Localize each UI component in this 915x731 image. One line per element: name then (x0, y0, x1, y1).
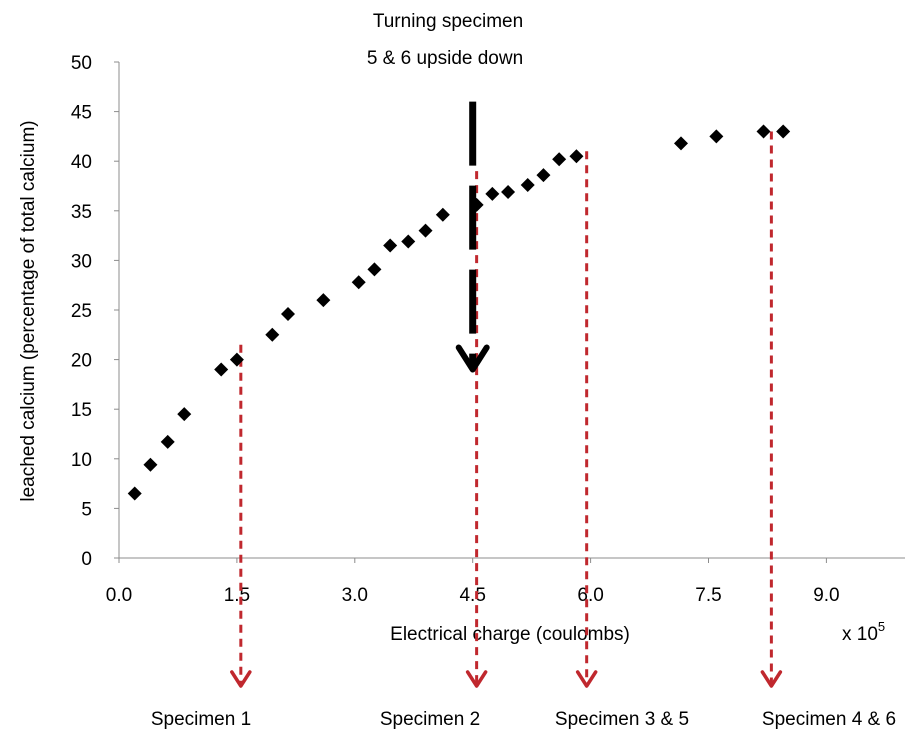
x-axis-multiplier-base: x 10 (842, 624, 878, 645)
specimen-label: Specimen 2 (380, 709, 480, 730)
y-tick-label: 20 (71, 351, 92, 372)
axes (118, 62, 905, 559)
y-tick-label: 45 (71, 103, 92, 124)
specimen-arrowhead (230, 670, 252, 688)
data-point (280, 306, 295, 321)
specimen-labels: Specimen 1 Specimen 2 Specimen 3 & 5 Specim… (151, 709, 896, 730)
x-tick-labels: 0.0 1.5 3.0 4.5 6.0 7.5 9.0 (106, 558, 840, 606)
specimen-arrowhead (575, 670, 598, 688)
annotation-line-2: 5 & 6 upside down (367, 48, 523, 69)
data-point (214, 362, 229, 377)
x-tick-label: 4.5 (459, 585, 485, 606)
data-point (265, 327, 280, 342)
data-point (520, 178, 535, 193)
data-point (709, 129, 724, 144)
y-tick-labels: 0 5 10 15 20 25 30 35 40 45 50 (71, 53, 119, 570)
specimen-arrowhead (465, 670, 488, 688)
x-axis-multiplier-exponent: 5 (878, 619, 885, 634)
data-point (435, 207, 450, 222)
y-tick-label: 10 (71, 450, 92, 471)
annotation-arrowhead (455, 344, 490, 373)
data-point (569, 149, 584, 164)
y-tick-label: 0 (81, 549, 92, 570)
x-axis-label: Electrical charge (coulombs) (390, 624, 630, 645)
x-tick-label: 6.0 (577, 585, 603, 606)
y-tick-label: 35 (71, 202, 92, 223)
specimen-markers (230, 131, 783, 688)
data-point (351, 275, 366, 290)
annotation-line-1: Turning specimen (373, 11, 523, 32)
data-point (177, 407, 192, 422)
data-point (160, 434, 175, 449)
x-axis-multiplier: x 105 (842, 619, 885, 645)
y-tick-label: 30 (71, 251, 92, 272)
data-point (756, 124, 771, 139)
y-tick-label: 50 (71, 53, 92, 74)
data-point (552, 152, 567, 167)
y-tick-label: 5 (81, 499, 92, 520)
data-point (316, 293, 331, 308)
data-point (401, 234, 416, 249)
specimen-arrowhead (760, 670, 783, 688)
y-tick-label: 15 (71, 400, 92, 421)
data-point (469, 197, 484, 212)
y-tick-label: 40 (71, 152, 92, 173)
specimen-label: Specimen 3 & 5 (555, 709, 689, 730)
data-point (143, 457, 158, 472)
x-tick-label: 7.5 (695, 585, 721, 606)
x-tick-label: 1.5 (224, 585, 250, 606)
data-point (383, 238, 398, 253)
data-point (673, 136, 688, 151)
x-tick-label: 9.0 (813, 585, 839, 606)
data-point (229, 352, 244, 367)
x-tick-label: 0.0 (106, 585, 132, 606)
data-point (485, 186, 500, 201)
data-point (367, 262, 382, 277)
y-tick-label: 25 (71, 301, 92, 322)
specimen-label: Specimen 1 (151, 709, 251, 730)
data-points (127, 124, 791, 501)
data-point (418, 223, 433, 238)
data-point (501, 184, 516, 199)
specimen-label: Specimen 4 & 6 (762, 709, 896, 730)
x-tick-label: 3.0 (342, 585, 368, 606)
data-point (776, 124, 791, 139)
y-axis-label: leached calcium (percentage of total cal… (18, 120, 39, 501)
annotation-arrow (455, 101, 490, 373)
data-point (536, 168, 551, 183)
data-point (127, 486, 142, 501)
